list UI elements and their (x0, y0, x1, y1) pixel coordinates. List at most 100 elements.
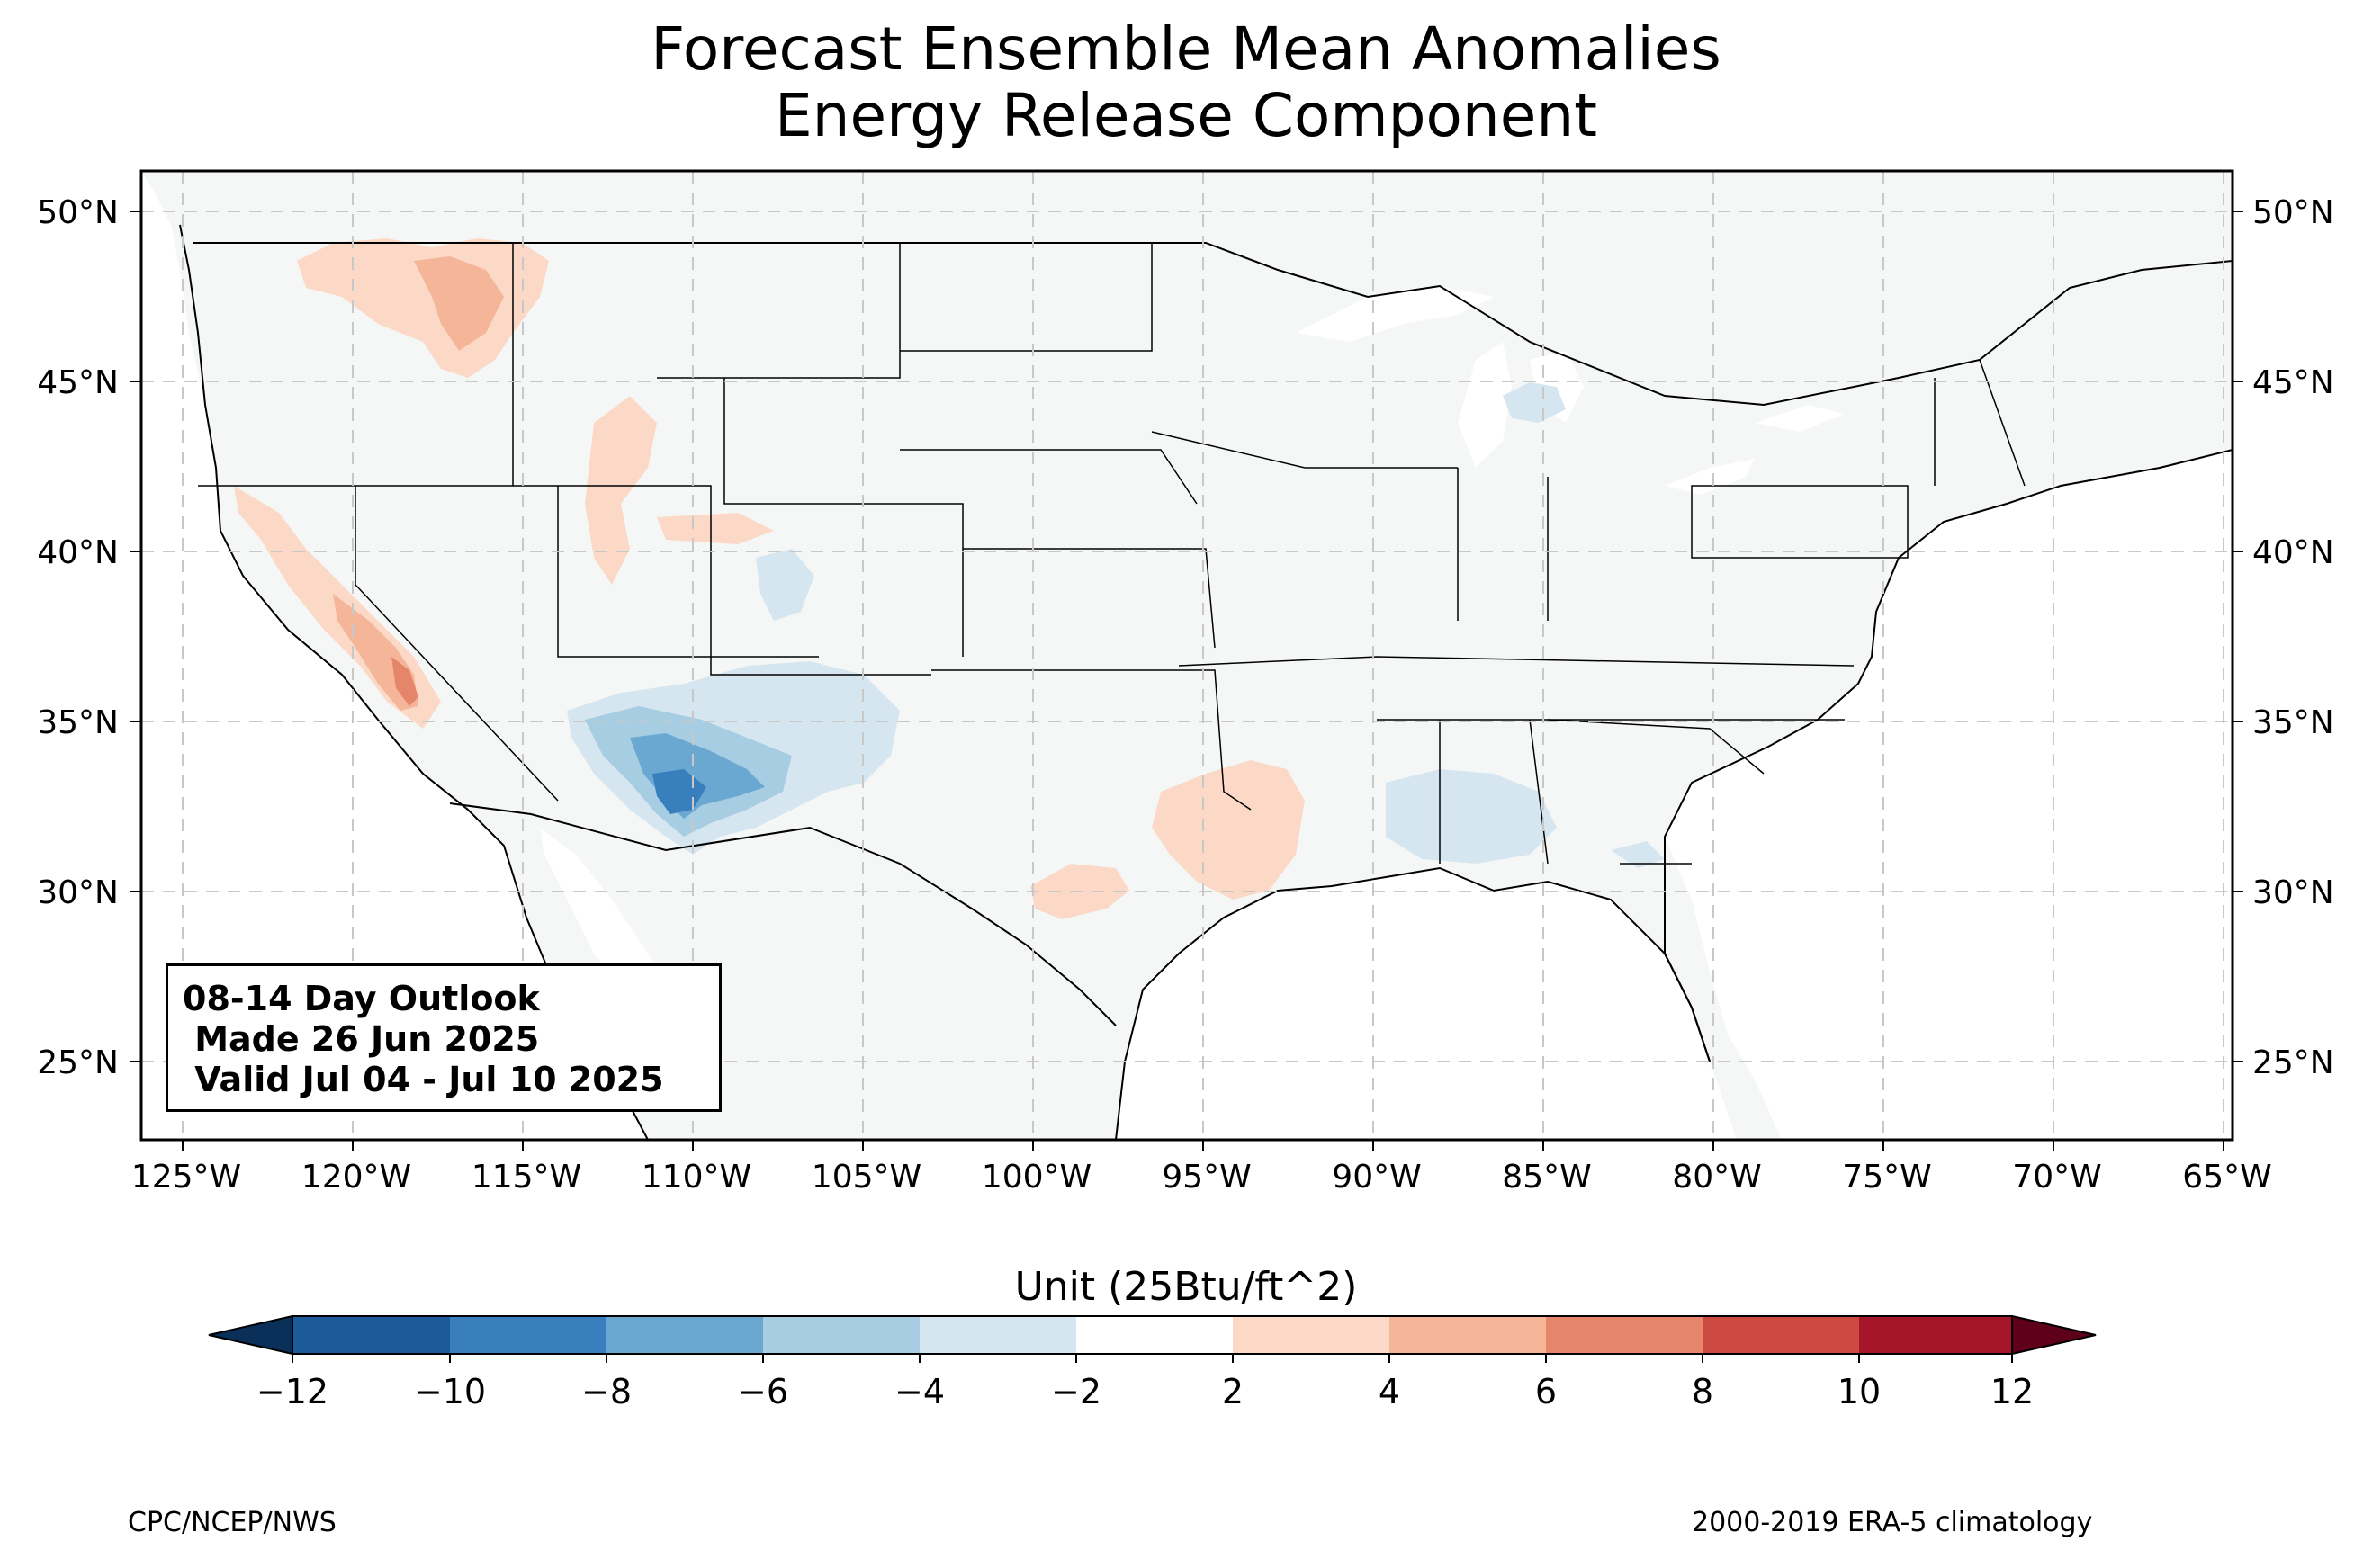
lon-label: 80°W (1672, 1159, 1761, 1196)
credit-right: 2000-2019 ERA-5 climatology (1692, 1507, 2093, 1538)
state-lines (198, 243, 2026, 865)
anomaly-louisiana (1152, 760, 1305, 900)
title-line-1: Forecast Ensemble Mean Anomalies (651, 14, 1721, 84)
colorbar-bin (606, 1316, 763, 1354)
colorbar-under-arrow (208, 1314, 293, 1356)
lat-labels-left: 50°N 45°N 40°N 35°N 30°N 25°N (37, 194, 119, 1081)
state-line (963, 548, 1216, 649)
lat-label: 45°N (37, 364, 119, 401)
colorbar-tick-label: −6 (738, 1372, 788, 1411)
mexico-border (449, 802, 1117, 1026)
lon-label: 100°W (982, 1159, 1092, 1196)
lat-label: 50°N (2252, 194, 2334, 231)
colorbar-tick-label: −4 (894, 1372, 945, 1411)
gridlines (141, 171, 2233, 1140)
lon-label: 115°W (472, 1159, 581, 1196)
colorbar-bin (1233, 1316, 1389, 1354)
lat-label: 40°N (2252, 534, 2334, 571)
colorbar-title: Unit (25Btu/ft^2) (1014, 1264, 1358, 1310)
anomaly-michigan (1503, 382, 1566, 423)
great-lakes (1296, 286, 1845, 495)
gulf-of-mexico (1116, 868, 1737, 1140)
title-line-2: Energy Release Component (774, 81, 1598, 150)
figure-title: Forecast Ensemble Mean Anomalies Energy … (0, 16, 2372, 149)
lon-label: 65°W (2182, 1159, 2271, 1196)
lon-label: 90°W (1332, 1159, 1421, 1196)
lat-labels-right: 50°N 45°N 40°N 35°N 30°N 25°N (2252, 194, 2334, 1081)
colorbar-tick-label: 2 (1222, 1372, 1244, 1411)
outlook-period: 08-14 Day Outlook (183, 979, 540, 1018)
atlantic-ocean (1665, 450, 2233, 1140)
colorbar-tick-marks (292, 1354, 2013, 1363)
lon-label: 85°W (1502, 1159, 1591, 1196)
gulf-coastline (1115, 866, 1711, 1140)
state-line (931, 669, 1252, 811)
colorbar-tick-label: −10 (414, 1372, 486, 1411)
state-line (1178, 656, 1855, 667)
state-line (1457, 468, 1549, 621)
anomaly-northern-rockies-core (414, 256, 504, 351)
lat-label: 35°N (2252, 704, 2334, 741)
lat-label: 35°N (37, 704, 119, 741)
colorbar-tick-label: 12 (1990, 1372, 2034, 1411)
state-line (900, 243, 1153, 352)
lat-label: 25°N (37, 1044, 119, 1081)
lat-label: 45°N (2252, 364, 2334, 401)
credit-left: CPC/NCEP/NWS (128, 1507, 337, 1538)
coastlines-borders (179, 224, 2233, 1140)
lon-tick-marks (182, 1140, 2224, 1151)
map-frame (139, 169, 2234, 1142)
colorbar-frame (292, 1315, 2013, 1355)
lat-label: 40°N (37, 534, 119, 571)
state-line (1691, 485, 1909, 559)
colorbar-tick-label: 10 (1837, 1372, 1881, 1411)
state-line (513, 485, 931, 676)
colorbar-bin (920, 1316, 1076, 1354)
colorbar-over-arrow (2011, 1314, 2097, 1356)
atlantic-coastline (1664, 449, 2233, 1062)
colorbar-bin (1859, 1316, 2012, 1354)
state-line (723, 378, 964, 657)
lon-label: 70°W (2012, 1159, 2101, 1196)
lon-label: 75°W (1842, 1159, 1931, 1196)
lon-label: 105°W (812, 1159, 921, 1196)
state-line (1151, 431, 1458, 469)
colorbar-bin (763, 1316, 920, 1354)
lon-label: 95°W (1162, 1159, 1251, 1196)
anomaly-colorado (756, 549, 814, 621)
state-line (557, 486, 819, 658)
colorbar-tick-label: 8 (1692, 1372, 1713, 1411)
colorbar-tick-label: 4 (1379, 1372, 1400, 1411)
colorbar-tick-label: −8 (581, 1372, 632, 1411)
outlook-info-box: 08-14 Day Outlook Made 26 Jun 2025 Valid… (166, 963, 722, 1112)
lon-label: 120°W (301, 1159, 411, 1196)
colorbar-bin (292, 1316, 450, 1354)
state-line (657, 243, 901, 379)
colorbar-tick-label: 6 (1535, 1372, 1557, 1411)
anomaly-sierra-peak (391, 657, 418, 706)
outlook-valid-dates: Valid Jul 04 - Jul 10 2025 (183, 1060, 664, 1099)
state-line (1547, 719, 1765, 775)
colorbar-bin (1546, 1316, 1703, 1354)
anomaly-georgia-coast (1611, 841, 1665, 868)
lat-tick-marks (130, 211, 2243, 1062)
anomaly-mississippi-alabama (1386, 769, 1557, 864)
outlook-made-date: Made 26 Jun 2025 (183, 1019, 540, 1059)
state-line (1439, 719, 1549, 865)
colorbar-bin (1076, 1316, 1233, 1354)
pacific-ocean (141, 171, 648, 1140)
colorbar-tick-labels: −12 −10 −8 −6 −4 −2 2 4 6 8 10 12 (256, 1372, 2034, 1411)
colorbar-tick-label: −2 (1051, 1372, 1101, 1411)
lon-label: 125°W (131, 1159, 241, 1196)
colorbar: −12 −10 −8 −6 −4 −2 2 4 6 8 10 12 (208, 1314, 2097, 1411)
canada-border (193, 242, 2233, 407)
lat-label: 30°N (37, 874, 119, 911)
lon-labels: 125°W 120°W 115°W 110°W 105°W 100°W 95°W… (131, 1159, 2272, 1196)
colorbar-bin (1389, 1316, 1546, 1354)
anomaly-wyoming-utah (585, 396, 774, 585)
colorbar-bin (450, 1316, 606, 1354)
state-line (900, 449, 1198, 505)
colorbar-bin (1703, 1316, 1859, 1354)
lon-label: 110°W (642, 1159, 751, 1196)
